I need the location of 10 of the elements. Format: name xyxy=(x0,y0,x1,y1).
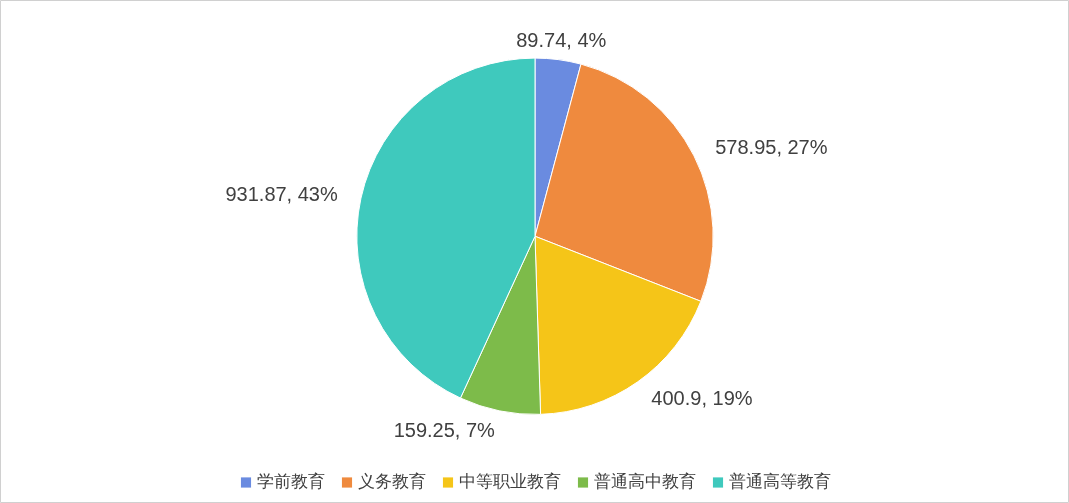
data-label: 931.87, 43% xyxy=(225,182,338,205)
legend-label: 普通高等教育 xyxy=(729,471,831,493)
data-label: 400.9, 19% xyxy=(651,387,753,410)
data-label: 578.95, 27% xyxy=(715,135,828,158)
legend-label: 中等职业教育 xyxy=(459,471,561,493)
legend-label: 义务教育 xyxy=(358,471,426,493)
legend-label: 学前教育 xyxy=(257,471,325,493)
legend-label: 普通高中教育 xyxy=(594,471,696,493)
data-label: 159.25, 7% xyxy=(393,419,496,442)
data-label: 89.74, 4% xyxy=(516,28,607,51)
